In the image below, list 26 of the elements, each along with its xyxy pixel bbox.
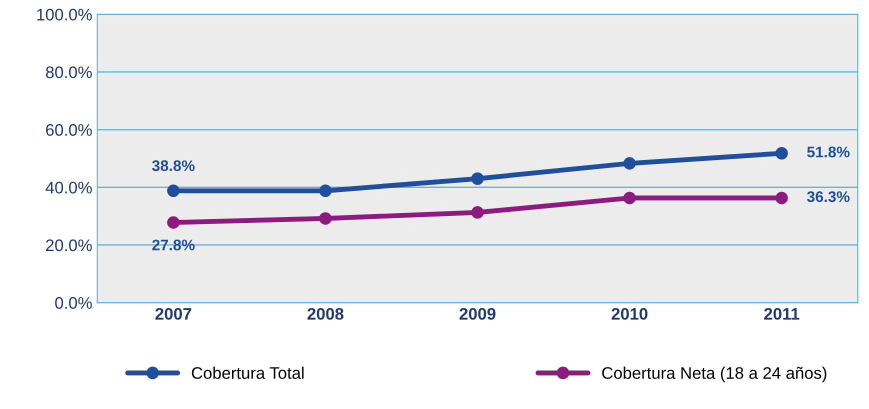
y-tick-label: 40.0% xyxy=(46,182,92,194)
point xyxy=(471,206,484,219)
x-tick-label: 2011 xyxy=(764,308,800,320)
legend-label: Cobertura Total xyxy=(192,366,304,379)
y-tick-label: 60.0% xyxy=(46,124,92,136)
point xyxy=(167,216,180,229)
point xyxy=(319,184,332,198)
legend-label: Cobertura Neta (18 a 24 años) xyxy=(602,366,826,382)
point xyxy=(319,212,332,225)
point xyxy=(775,192,788,204)
data-label: 38.8% xyxy=(152,160,195,172)
x-tick-label: 2009 xyxy=(460,308,496,320)
y-tick-label: 20.0% xyxy=(46,239,92,252)
data-label: 51.8% xyxy=(807,146,850,158)
point xyxy=(623,192,636,204)
x-tick-label: 2007 xyxy=(155,308,192,320)
x-tick-label: 2010 xyxy=(612,308,648,320)
y-tick-label: 80.0% xyxy=(46,66,92,78)
x-tick-label: 2008 xyxy=(307,308,344,320)
point xyxy=(775,147,788,160)
data-label: 36.3% xyxy=(807,191,850,202)
y-tick-label: 0.0% xyxy=(55,297,92,309)
point xyxy=(471,172,484,185)
y-tick-label: 100.0% xyxy=(37,8,92,21)
point xyxy=(623,157,636,170)
point xyxy=(167,184,180,198)
